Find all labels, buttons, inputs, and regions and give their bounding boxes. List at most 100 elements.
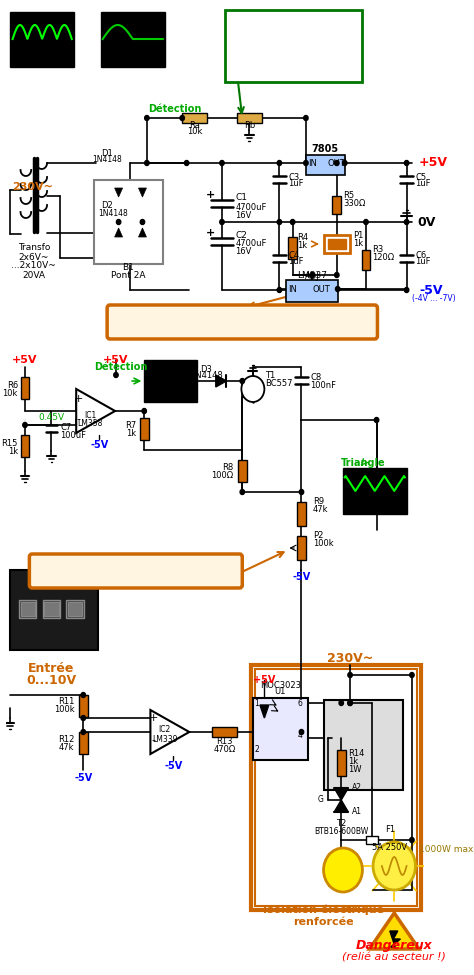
Text: LM337: LM337 [297, 271, 327, 281]
Bar [366, 836, 378, 844]
Bar [66, 600, 84, 618]
Circle shape [81, 729, 85, 734]
Polygon shape [138, 228, 146, 237]
Text: (-4V ... -7V): (-4V ... -7V) [412, 293, 456, 302]
Text: 1N4148: 1N4148 [190, 370, 222, 379]
Text: Dangereux: Dangereux [356, 939, 433, 952]
Text: A2: A2 [352, 784, 362, 793]
Circle shape [343, 161, 347, 166]
Text: C5: C5 [415, 173, 427, 181]
Text: 1uF: 1uF [288, 257, 304, 266]
Text: 1000W max: 1000W max [419, 845, 474, 854]
Text: OUT: OUT [313, 285, 331, 293]
Text: D1: D1 [101, 148, 113, 158]
Text: 1N4148: 1N4148 [92, 155, 122, 165]
Circle shape [339, 700, 344, 706]
Circle shape [404, 161, 409, 166]
Bar [212, 727, 237, 737]
Text: Détection: Détection [94, 362, 147, 372]
Text: R11: R11 [58, 697, 74, 707]
Text: 1uF: 1uF [288, 179, 304, 188]
Text: 1k: 1k [8, 447, 18, 455]
Text: 0.45V: 0.45V [38, 412, 64, 421]
Circle shape [145, 161, 149, 166]
Text: -5V: -5V [74, 773, 92, 783]
Bar [79, 695, 88, 717]
Text: B1: B1 [122, 262, 134, 271]
Polygon shape [76, 389, 115, 433]
Bar [43, 600, 60, 618]
Text: R15: R15 [1, 439, 18, 448]
Text: LM339: LM339 [152, 735, 177, 745]
Polygon shape [150, 710, 189, 754]
Circle shape [81, 692, 85, 697]
Text: +: + [148, 713, 158, 723]
Text: T2: T2 [336, 818, 346, 828]
Text: 2. Réglage  0V ⟶ 0%: 2. Réglage 0V ⟶ 0% [53, 566, 220, 580]
Bar [328, 239, 346, 249]
Text: 1k: 1k [348, 757, 358, 765]
Text: 1k: 1k [126, 428, 136, 438]
Text: A1: A1 [352, 807, 362, 816]
Circle shape [220, 219, 224, 224]
Bar [19, 600, 36, 618]
Text: C3: C3 [288, 173, 300, 181]
Text: -: - [77, 414, 81, 424]
Text: F1: F1 [385, 826, 395, 835]
Text: 2x6V~: 2x6V~ [18, 253, 49, 261]
Circle shape [180, 115, 184, 121]
Text: OUT: OUT [327, 159, 345, 168]
Text: R12: R12 [58, 734, 74, 744]
Text: G: G [318, 796, 324, 804]
Text: 4700uF: 4700uF [235, 240, 266, 249]
Bar [288, 237, 297, 259]
Text: R4: R4 [297, 232, 308, 242]
Circle shape [23, 422, 27, 427]
Text: +5V: +5V [419, 157, 448, 170]
Bar [79, 732, 88, 754]
Bar [286, 280, 337, 302]
Text: +: + [206, 190, 215, 200]
Polygon shape [370, 913, 419, 949]
Text: C4: C4 [288, 251, 300, 259]
Text: 10k: 10k [187, 128, 202, 137]
Text: IN: IN [288, 285, 297, 293]
Circle shape [410, 838, 414, 842]
Bar [94, 180, 163, 264]
Bar [225, 10, 362, 82]
Bar [68, 602, 82, 616]
Text: 1: 1 [255, 699, 259, 709]
Text: +: + [206, 228, 215, 238]
Circle shape [348, 700, 352, 706]
Text: R9: R9 [313, 497, 324, 506]
Text: 100Ω: 100Ω [211, 471, 234, 480]
Bar [45, 602, 58, 616]
Text: P2: P2 [313, 531, 323, 540]
Text: 1W: 1W [348, 764, 362, 773]
Circle shape [241, 376, 264, 402]
Bar [20, 435, 29, 457]
Text: IC1: IC1 [84, 410, 97, 419]
Bar [144, 360, 197, 402]
Text: 4: 4 [298, 730, 302, 739]
Circle shape [364, 219, 368, 224]
Circle shape [335, 161, 339, 166]
Circle shape [145, 115, 149, 121]
Text: BC557: BC557 [265, 378, 293, 387]
Text: 230V~: 230V~ [327, 651, 373, 665]
Text: 230V~: 230V~ [13, 182, 54, 192]
Text: renforcée: renforcée [293, 917, 354, 927]
Text: C2: C2 [235, 231, 247, 241]
Text: R14: R14 [348, 749, 365, 758]
Text: 10k: 10k [2, 388, 18, 398]
Circle shape [117, 219, 121, 224]
Text: IN: IN [308, 159, 317, 168]
Text: Rb: Rb [244, 121, 255, 130]
Text: 1uF: 1uF [415, 179, 431, 188]
Text: LM358: LM358 [78, 418, 103, 427]
Bar [362, 250, 370, 270]
Circle shape [304, 161, 308, 166]
Bar [337, 750, 346, 776]
Text: +: + [74, 394, 83, 404]
Text: 6: 6 [298, 699, 302, 709]
